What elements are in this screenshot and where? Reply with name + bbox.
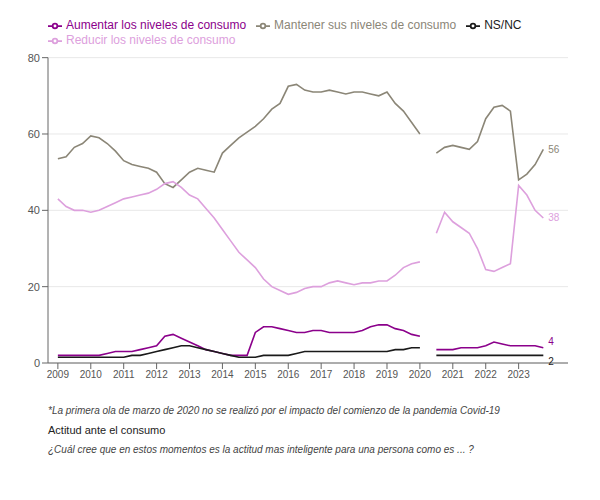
svg-text:4: 4 xyxy=(548,336,554,347)
svg-text:2014: 2014 xyxy=(211,369,234,380)
html-text:Mantener sus niveles de consum: Mantener sus niveles de consumo xyxy=(274,18,457,32)
html-text:Aumentar los niveles de consum: Aumentar los niveles de consumo xyxy=(66,18,247,32)
svg-text:2015: 2015 xyxy=(244,369,267,380)
svg-text:2011: 2011 xyxy=(113,369,135,380)
svg-text:2019: 2019 xyxy=(376,369,399,380)
svg-text:2010: 2010 xyxy=(80,369,103,380)
svg-text:0: 0 xyxy=(34,357,40,369)
svg-text:2016: 2016 xyxy=(277,369,300,380)
html-text:Actitud ante el consumo: Actitud ante el consumo xyxy=(48,424,166,436)
svg-text:2023: 2023 xyxy=(508,369,531,380)
svg-text:56: 56 xyxy=(548,144,560,155)
svg-text:2013: 2013 xyxy=(178,369,201,380)
svg-text:2021: 2021 xyxy=(442,369,465,380)
svg-text:2: 2 xyxy=(548,356,554,367)
html-text:¿Cuál cree que en estos moment: ¿Cuál cree que en estos momentos es la a… xyxy=(48,444,474,456)
svg-text:2012: 2012 xyxy=(145,369,168,380)
svg-text:80: 80 xyxy=(28,52,40,64)
svg-text:2020: 2020 xyxy=(409,369,432,380)
svg-text:40: 40 xyxy=(28,204,40,216)
svg-text:2017: 2017 xyxy=(310,369,333,380)
svg-text:2018: 2018 xyxy=(343,369,366,380)
svg-text:38: 38 xyxy=(548,212,560,223)
svg-text:2009: 2009 xyxy=(47,369,70,380)
svg-text:20: 20 xyxy=(28,281,40,293)
html-text:Reducir los niveles de consumo: Reducir los niveles de consumo xyxy=(66,32,236,47)
svg-text:2022: 2022 xyxy=(475,369,498,380)
html-text:*La primera ola de marzo de 20: *La primera ola de marzo de 2020 no se r… xyxy=(48,405,500,416)
html-text:NS/NC: NS/NC xyxy=(484,18,522,32)
svg-text:60: 60 xyxy=(28,128,40,140)
